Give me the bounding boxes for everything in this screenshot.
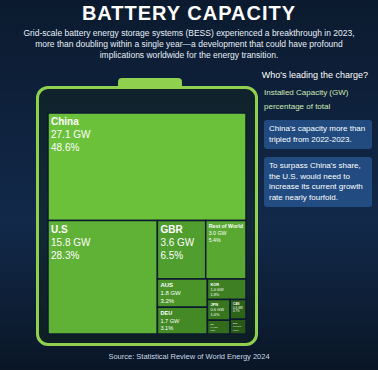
html-text:China's capacity more than tri: China's capacity more than tripled from … — [269, 124, 366, 144]
html-text:BATTERY CAPACITY: BATTERY CAPACITY — [81, 2, 297, 24]
html-text:Who's leading the charge?: Who's leading the charge? — [261, 70, 369, 80]
svg-text:CAN0.4 GW0.7%: CAN0.4 GW0.7% — [233, 302, 243, 313]
svg-text:DEU1.7 GW3.1%: DEU1.7 GW3.1% — [160, 310, 180, 331]
html-text:Source: Statistical Review of: Source: Statistical Review of World Ener… — [108, 352, 270, 361]
svg-text:GBR3.6 GW6.5%: GBR3.6 GW6.5% — [160, 224, 194, 261]
html-text:Grid-scale battery energy stor: Grid-scale battery energy storage system… — [23, 28, 355, 60]
svg-text:JPN0.6 GW1.0%: JPN0.6 GW1.0% — [210, 302, 224, 317]
svg-text:KOR1.0 GW1.8%: KOR1.0 GW1.8% — [210, 282, 223, 297]
svg-text:China27.1 GW48.6%: China27.1 GW48.6% — [51, 116, 91, 153]
html-text:percentage of total: percentage of total — [264, 101, 331, 111]
svg-text:U.S15.8 GW28.3%: U.S15.8 GW28.3% — [51, 224, 91, 261]
svg-text:Rest of World3.0 GW5.4%: Rest of World3.0 GW5.4% — [209, 223, 243, 243]
svg-text:IRL0.4 GW0.8%: IRL0.4 GW0.8% — [210, 323, 217, 331]
svg-text:ZAF0.3 GW0.5%: ZAF0.3 GW0.5% — [233, 322, 242, 331]
html-text:Installed Capacity (GW): Installed Capacity (GW) — [264, 88, 349, 97]
html-text:To surpass China's share, the: To surpass China's share, the U.S. would… — [269, 161, 363, 202]
svg-text:AUS1.8 GW3.2%: AUS1.8 GW3.2% — [160, 282, 181, 304]
